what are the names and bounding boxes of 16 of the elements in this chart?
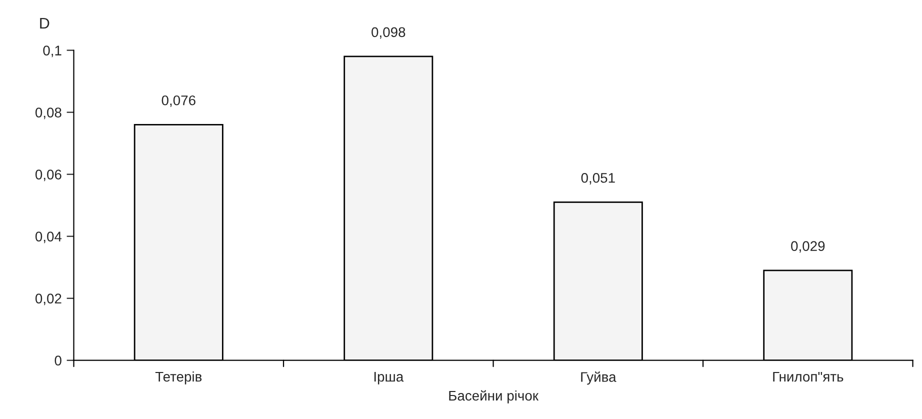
y-tick-label: 0,1: [43, 46, 62, 58]
x-tick-label: Гнилоп"ять: [773, 372, 844, 382]
data-label: 0,051: [581, 172, 615, 184]
x-axis-title: Басейни річок: [449, 390, 539, 404]
y-tick-label: 0,02: [35, 294, 62, 306]
y-axis-title: D: [40, 18, 50, 29]
y-tick-label: 0,06: [35, 170, 62, 182]
x-tick-label: Гуйва: [581, 371, 616, 385]
data-label: 0,029: [791, 241, 825, 253]
x-tick-label: Тетерів: [155, 371, 202, 384]
data-label: 0,076: [162, 95, 196, 107]
x-tick-label: Ірша: [374, 372, 404, 384]
data-label: 0,098: [372, 27, 406, 39]
y-tick-label: 0,08: [35, 108, 62, 120]
y-tick-label: 0: [54, 356, 62, 366]
y-tick-label: 0,04: [35, 232, 62, 244]
